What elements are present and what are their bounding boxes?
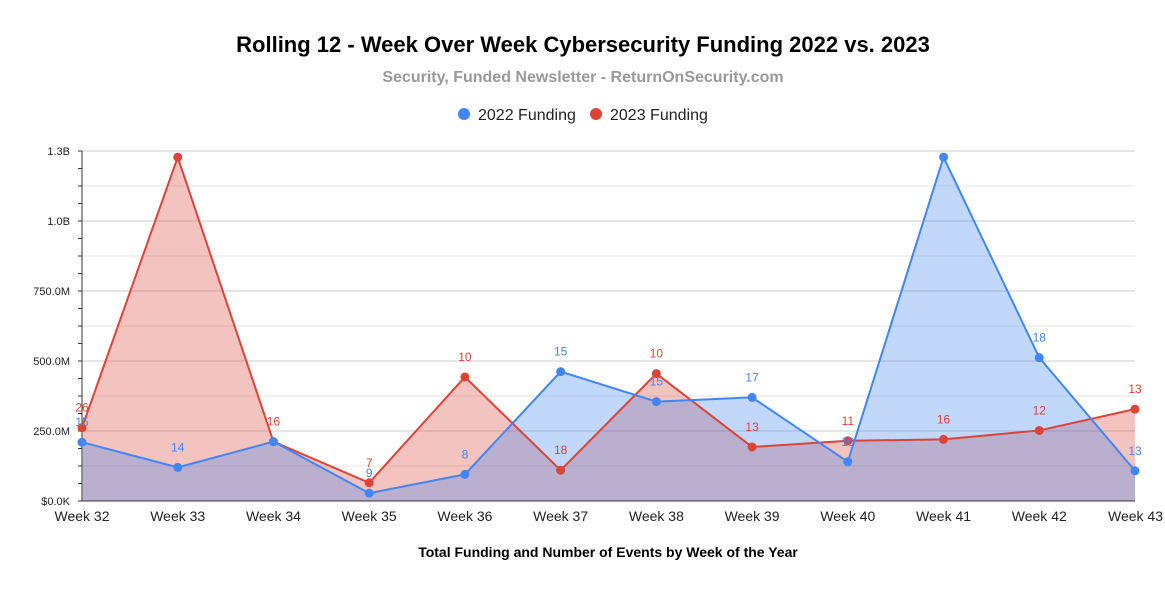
data-point <box>747 442 757 452</box>
data-label: 16 <box>937 412 951 426</box>
data-point <box>939 152 949 162</box>
x-tick-label: Week 40 <box>820 508 875 524</box>
x-tick-label: Week 32 <box>55 508 110 524</box>
series-lines <box>81 156 1136 495</box>
data-point <box>939 434 949 444</box>
legend-label-2022: 2022 Funding <box>478 107 576 124</box>
data-point <box>556 465 566 475</box>
data-label: 10 <box>458 350 472 364</box>
data-label: 13 <box>1128 444 1142 458</box>
data-point <box>651 397 661 407</box>
data-label: 12 <box>1033 403 1047 417</box>
data-label: 9 <box>366 466 373 480</box>
area-2023-funding <box>82 157 1135 501</box>
data-point <box>1130 404 1140 414</box>
legend: 2022 Funding 2023 Funding <box>458 107 708 124</box>
data-label: 15 <box>554 345 568 359</box>
data-labels: 26 16 7 10 18 10 13 11 16 12 13 15 14 9 8 15 15 17 10 18 13 <box>75 331 1142 481</box>
y-tick-label: 1.0B <box>47 216 70 228</box>
x-tick-label: Week 42 <box>1012 508 1067 524</box>
data-point <box>460 469 470 479</box>
data-point <box>77 423 87 433</box>
x-tick-label: Week 33 <box>150 508 205 524</box>
data-label: 8 <box>462 447 469 461</box>
data-label: 17 <box>745 370 759 384</box>
data-label: 16 <box>267 415 281 429</box>
data-point <box>747 392 757 402</box>
line-2022-funding <box>81 156 1136 495</box>
data-point <box>1034 353 1044 363</box>
y-axis: $0.0K 250.0M 500.0M 750.0M 1.0B 1.3B <box>33 146 83 508</box>
data-point <box>268 437 278 447</box>
data-label: 13 <box>1128 382 1142 396</box>
data-label: 15 <box>650 375 664 389</box>
x-tick-label: Week 43 <box>1108 508 1163 524</box>
data-label: 26 <box>75 401 89 415</box>
y-tick-label: 1.3B <box>47 146 70 158</box>
data-point <box>1034 425 1044 435</box>
data-label: 10 <box>650 347 664 361</box>
x-tick-label: Week 37 <box>533 508 588 524</box>
chart-title: Rolling 12 - Week Over Week Cybersecurit… <box>236 32 930 57</box>
data-point <box>460 372 470 382</box>
data-point <box>173 462 183 472</box>
data-point <box>843 457 853 467</box>
x-tick-label: Week 35 <box>342 508 397 524</box>
x-tick-label: Week 34 <box>246 508 301 524</box>
data-label: 15 <box>75 415 89 429</box>
legend-label-2023: 2023 Funding <box>610 107 708 124</box>
x-axis-title: Total Funding and Number of Events by We… <box>418 544 798 560</box>
data-point <box>364 488 374 498</box>
data-point <box>556 367 566 377</box>
y-tick-label: 750.0M <box>33 286 70 298</box>
x-tick-label: Week 41 <box>916 508 971 524</box>
data-label: 13 <box>745 420 759 434</box>
data-point <box>1130 466 1140 476</box>
series-areas <box>82 157 1135 501</box>
data-point <box>364 478 374 488</box>
data-label: 18 <box>554 443 568 457</box>
data-point <box>843 436 853 446</box>
area-2022-funding <box>82 157 1135 501</box>
series-points <box>77 152 1140 498</box>
y-tick-label: 250.0M <box>33 426 70 438</box>
data-label: 11 <box>842 414 855 428</box>
chart-subtitle: Security, Funded Newsletter - ReturnOnSe… <box>382 69 783 86</box>
data-label: 18 <box>1033 331 1047 345</box>
data-label: 7 <box>366 456 373 470</box>
data-point <box>173 152 183 162</box>
data-point <box>77 437 87 447</box>
x-tick-label: Week 38 <box>629 508 684 524</box>
data-label: 10 <box>841 435 855 449</box>
data-label: 14 <box>171 440 185 454</box>
y-tick-label: $0.0K <box>41 496 70 508</box>
y-tick-label: 500.0M <box>33 356 70 368</box>
legend-marker-2023 <box>590 108 602 120</box>
line-2023-funding <box>81 156 1136 484</box>
legend-marker-2022 <box>458 108 470 120</box>
x-tick-label: Week 36 <box>437 508 492 524</box>
x-axis: Week 32 Week 33 Week 34 Week 35 Week 36 Week … <box>55 500 1163 524</box>
data-point <box>651 369 661 379</box>
x-tick-label: Week 39 <box>725 508 780 524</box>
